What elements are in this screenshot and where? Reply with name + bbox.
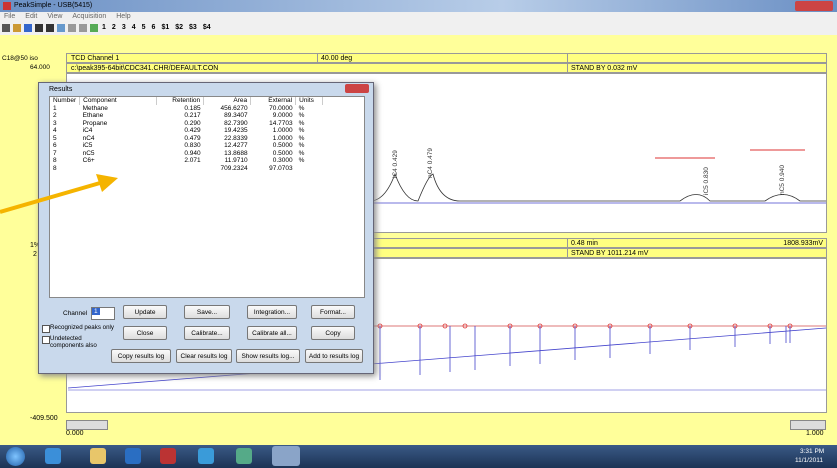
taskbar-icon-active[interactable]	[272, 446, 300, 466]
checkbox[interactable]	[42, 336, 50, 344]
cell: 0.429	[157, 127, 204, 135]
taskbar-icon[interactable]	[160, 448, 176, 464]
button[interactable]: Integration...	[247, 305, 297, 319]
taskbar-icon[interactable]	[45, 448, 61, 464]
peak-label: iC5 0.830	[703, 167, 710, 195]
channel-value: 1	[92, 308, 100, 315]
checkbox[interactable]	[42, 325, 50, 333]
taskbar-icon[interactable]	[125, 448, 141, 464]
cell: %	[296, 150, 323, 158]
cell: %	[296, 112, 323, 120]
cell: 456.6270	[204, 105, 251, 113]
cell: %	[296, 135, 323, 143]
cell: 0.830	[157, 142, 204, 150]
column-header: Area	[204, 97, 251, 105]
cell: 97.0703	[251, 165, 296, 173]
start-button[interactable]	[6, 447, 25, 466]
button[interactable]: Calibrate...	[184, 326, 230, 340]
cell: %	[296, 105, 323, 113]
cell: 0.290	[157, 120, 204, 128]
cell	[296, 165, 323, 173]
cell: 14.7703	[251, 120, 296, 128]
cell: 0.217	[157, 112, 204, 120]
peak-label: nC5 0.940	[779, 165, 786, 195]
button[interactable]: Copy	[311, 326, 355, 340]
button[interactable]: Copy results log	[111, 349, 171, 363]
cell: 0.5000	[251, 150, 296, 158]
peak-label: iC4 0.429	[392, 150, 399, 178]
cell: 12.4277	[204, 142, 251, 150]
cell: 0.940	[157, 150, 204, 158]
cell: 70.0000	[251, 105, 296, 113]
cell: 0.479	[157, 135, 204, 143]
cell: 1.0000	[251, 127, 296, 135]
cell: 0.5000	[251, 142, 296, 150]
button[interactable]: Add to results log	[305, 349, 363, 363]
taskbar-icon[interactable]	[236, 448, 252, 464]
button[interactable]: Format...	[311, 305, 355, 319]
cell: %	[296, 120, 323, 128]
button[interactable]: Clear results log	[176, 349, 232, 363]
taskbar: 3:31 PM 11/1/2011	[0, 445, 837, 468]
button[interactable]: Calibrate all...	[247, 326, 297, 340]
cell: 11.9710	[204, 157, 251, 165]
peak-label: nC4 0.479	[427, 148, 434, 178]
cell: 89.3407	[204, 112, 251, 120]
column-header: Units	[296, 97, 323, 105]
screen: PeakSimple - USB(5415) FileEditViewAcqui…	[0, 0, 837, 468]
button[interactable]: Save...	[184, 305, 230, 319]
cell	[157, 165, 204, 173]
clock-time: 3:31 PM	[800, 448, 824, 455]
checkbox-label: Recognized peaks only	[50, 324, 114, 331]
cell: %	[296, 127, 323, 135]
taskbar-icon[interactable]	[90, 448, 106, 464]
cell: 2.071	[157, 157, 204, 165]
channel-select[interactable]: 1	[91, 307, 115, 320]
cell: 0.3000	[251, 157, 296, 165]
cell: %	[296, 157, 323, 165]
cell: 13.8688	[204, 150, 251, 158]
cell: 0.185	[157, 105, 204, 113]
cell: 9.0000	[251, 112, 296, 120]
column-header: Retention	[157, 97, 204, 105]
cell: 19.4235	[204, 127, 251, 135]
button[interactable]: Update	[123, 305, 167, 319]
annotation-arrow	[0, 0, 140, 230]
cell: 1.0000	[251, 135, 296, 143]
cell: %	[296, 142, 323, 150]
column-header: External	[251, 97, 296, 105]
peak-labels: iC4 0.429 nC4 0.479 iC5 0.830 nC5 0.940	[392, 148, 786, 195]
clock-date: 11/1/2011	[795, 457, 823, 464]
button[interactable]: Show results log...	[236, 349, 300, 363]
cell: 82.7390	[204, 120, 251, 128]
checkbox-label: Undetected components also	[50, 335, 98, 349]
taskbar-icon[interactable]	[198, 448, 214, 464]
dialog-close[interactable]	[345, 84, 369, 93]
cell: 709.2324	[204, 165, 251, 173]
cell: 22.8339	[204, 135, 251, 143]
channel-label: Channel	[63, 310, 87, 317]
button[interactable]: Close	[123, 326, 167, 340]
